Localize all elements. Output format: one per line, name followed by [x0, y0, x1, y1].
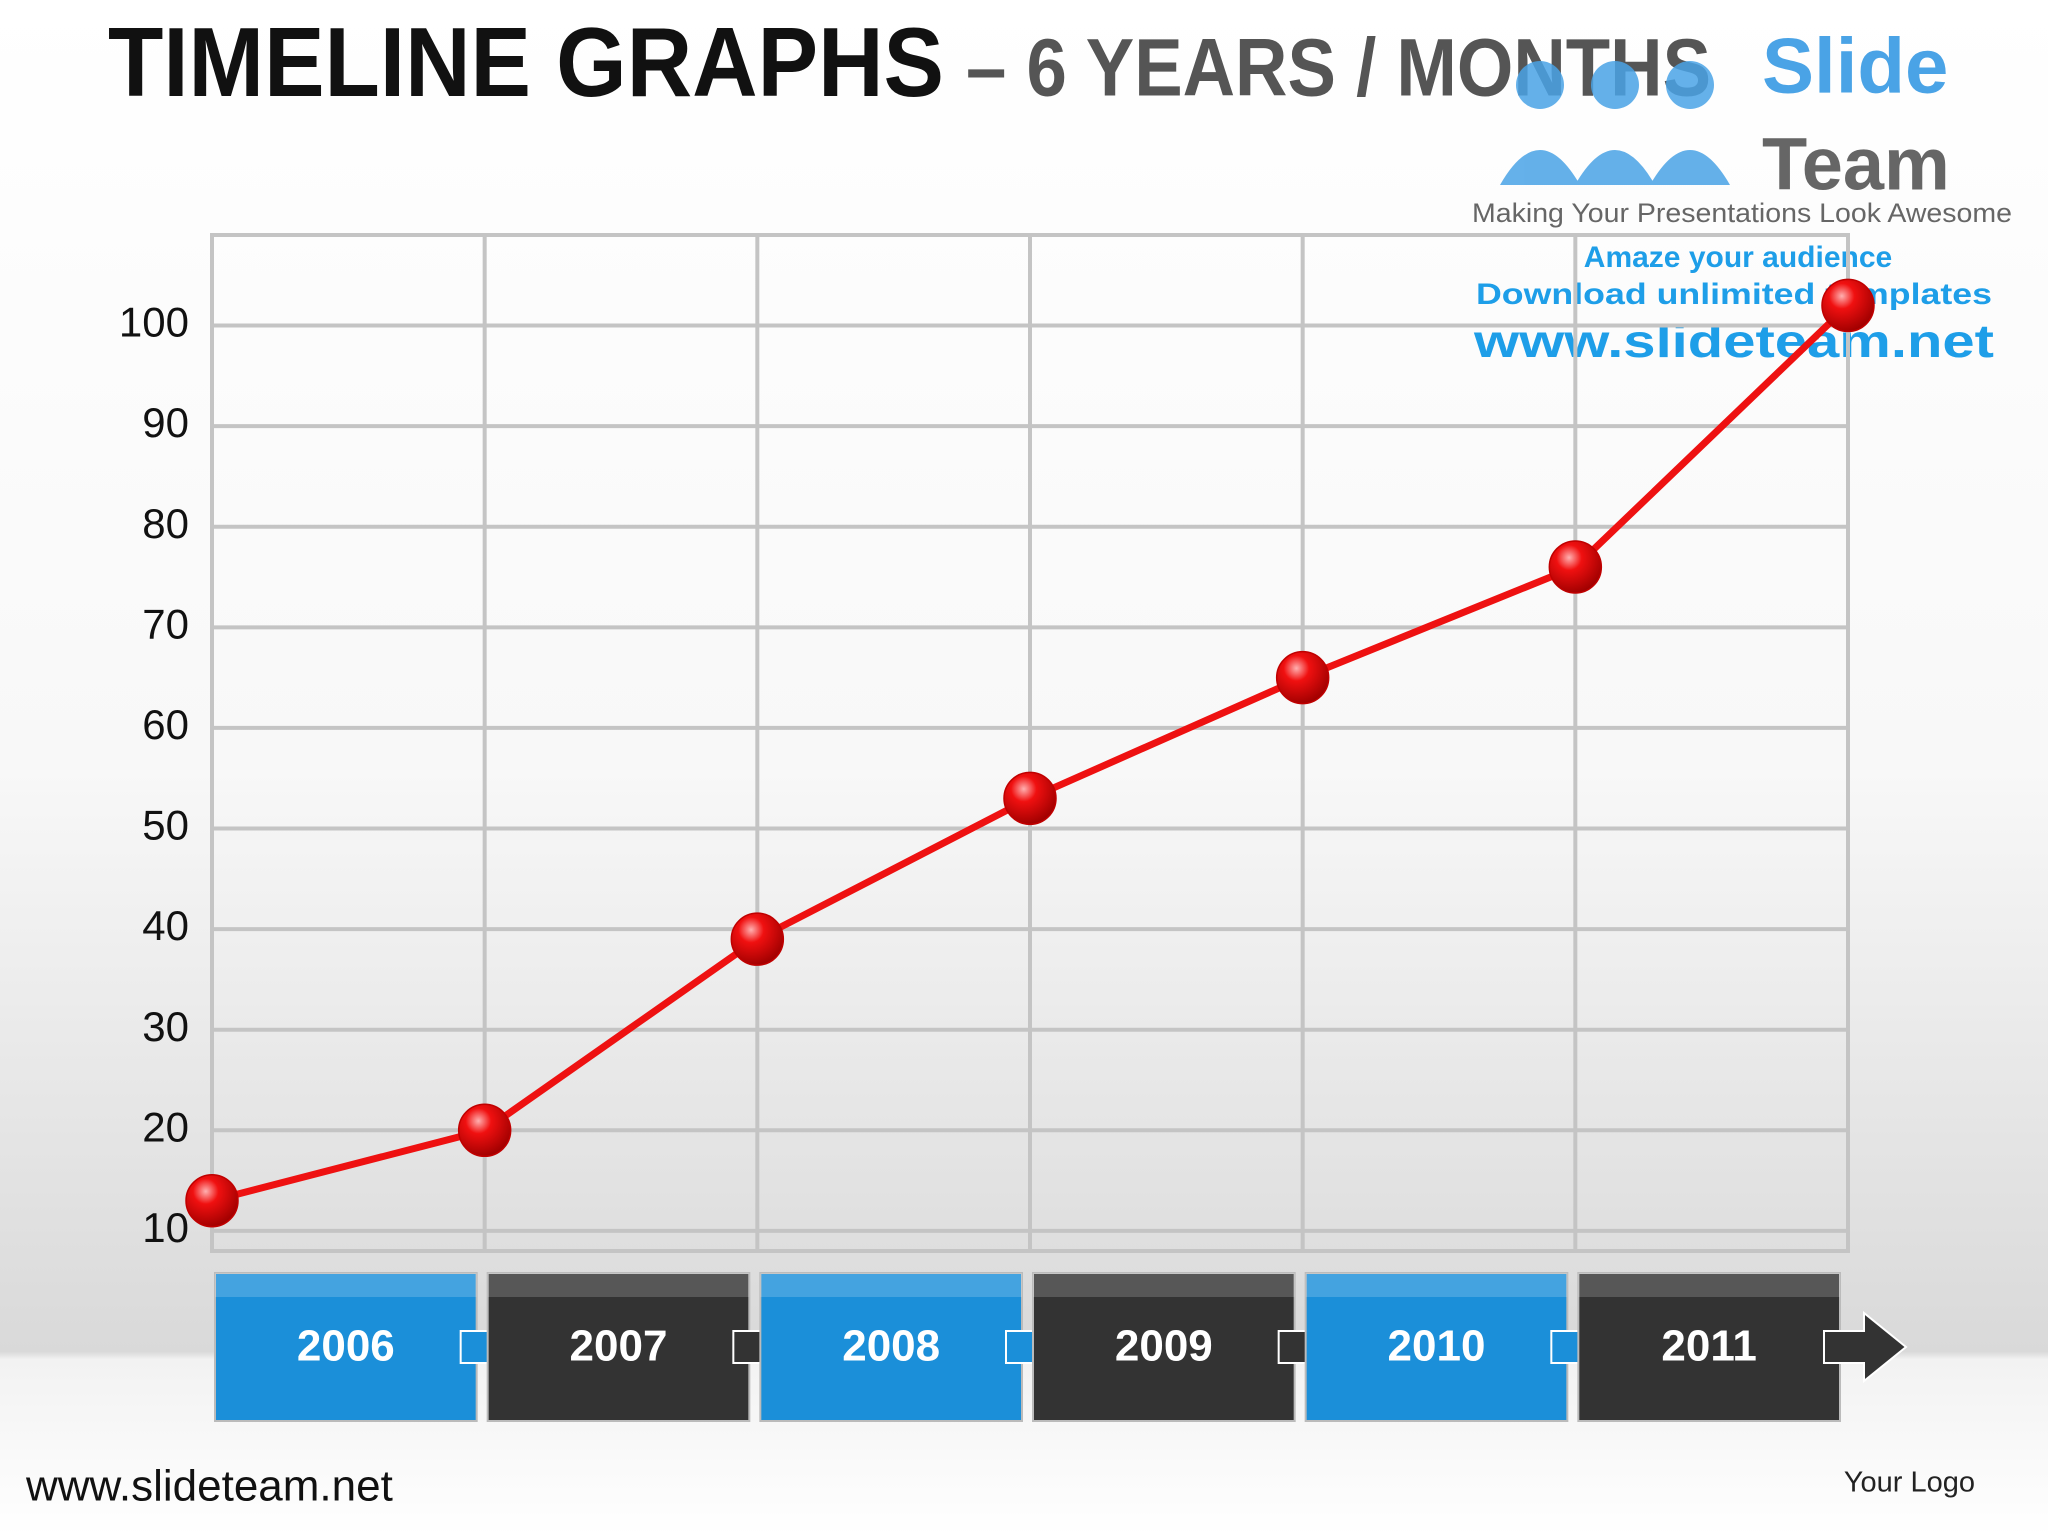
x-tick-label: 2011	[1661, 1322, 1756, 1371]
y-tick-label: 60	[142, 701, 189, 748]
data-point	[457, 1103, 512, 1158]
y-tick-label: 30	[142, 1003, 189, 1050]
grid	[210, 233, 1850, 1253]
x-tick-label: 2010	[1388, 1322, 1486, 1371]
y-tick-label: 100	[119, 299, 189, 346]
data-point	[1548, 540, 1603, 594]
data-point	[1275, 650, 1330, 705]
watermark-icon	[1500, 61, 1730, 185]
y-tick-label: 50	[142, 802, 189, 849]
year-box	[759, 1272, 1023, 1422]
footer-website: www.slideteam.net	[25, 1462, 393, 1511]
x-tick-label: 2009	[1115, 1322, 1213, 1371]
year-box	[1032, 1272, 1296, 1422]
watermark-url: www.slideteam.net	[1473, 315, 1994, 367]
y-tick-label: 20	[142, 1103, 189, 1150]
year-box-shine	[1578, 1273, 1840, 1297]
y-tick-label: 70	[142, 600, 189, 647]
data-point	[1003, 771, 1057, 826]
year-box	[486, 1272, 751, 1422]
data-point	[185, 1173, 239, 1228]
chart-subtitle: – 6 YEARS / MONTHS	[966, 23, 1711, 114]
footer-logo: Your Logo	[1844, 1467, 1975, 1499]
year-box	[1577, 1272, 1842, 1422]
year-box	[1304, 1272, 1569, 1422]
y-tick-label: 90	[142, 399, 189, 446]
chart-title: TIMELINE GRAPHS	[108, 7, 944, 117]
y-tick-label: 40	[142, 902, 189, 949]
year-box-shine	[487, 1273, 750, 1297]
watermark-brand: Slide	[1762, 22, 1948, 110]
year-box-shine	[1305, 1273, 1568, 1297]
year-box-shine	[1033, 1273, 1295, 1297]
year-box-shine	[215, 1273, 477, 1297]
watermark-text: Amaze your audience	[1584, 241, 1892, 274]
y-tick-label: 10	[142, 1204, 189, 1251]
x-tick-label: 2007	[570, 1322, 668, 1371]
year-box	[214, 1272, 478, 1422]
data-point	[1821, 278, 1875, 333]
y-tick-label: 80	[142, 500, 189, 547]
x-tick-label: 2008	[842, 1322, 940, 1371]
year-arrow	[1823, 1310, 1908, 1384]
watermark-brand: Team	[1762, 123, 1950, 206]
watermark-tagline: Making Your Presentations Look Awesome	[1472, 198, 2012, 228]
x-tick-label: 2006	[297, 1322, 395, 1371]
year-box-shine	[760, 1273, 1022, 1297]
watermark-text: Download unlimited templates	[1476, 278, 1992, 311]
data-point	[730, 912, 785, 966]
